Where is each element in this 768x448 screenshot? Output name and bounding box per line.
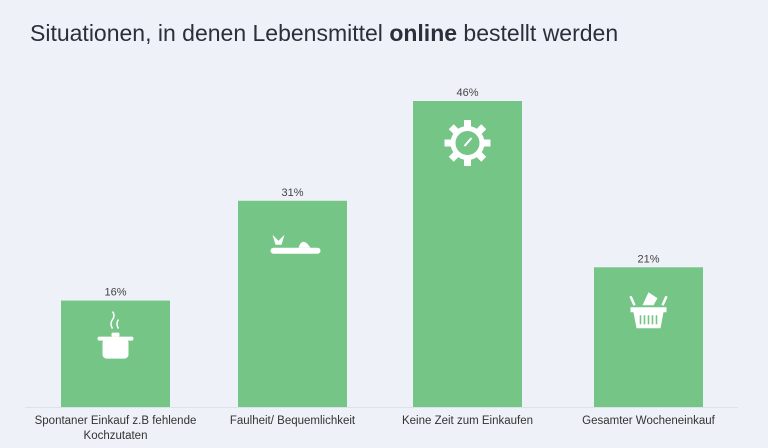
data-label-2: 31% bbox=[281, 187, 303, 199]
shopping-basket-icon bbox=[629, 292, 668, 329]
category-label-2: Faulheit/ Bequemlichkeit bbox=[230, 415, 356, 427]
gear-clock-icon bbox=[444, 120, 491, 166]
category-label-1: Kochzutaten bbox=[84, 430, 148, 442]
bar-4 bbox=[594, 267, 703, 407]
chart-title: Situationen, in denen Lebensmittel onlin… bbox=[30, 20, 618, 47]
data-label-1: 16% bbox=[104, 287, 126, 299]
title-prefix: Situationen, in denen Lebensmittel bbox=[30, 20, 390, 46]
category-label-4: Gesamter Wocheneinkauf bbox=[582, 415, 716, 427]
sandal-icon bbox=[270, 234, 321, 254]
cooking-pot-icon bbox=[97, 311, 134, 359]
category-label-1: Spontaner Einkauf z.B fehlende bbox=[35, 415, 197, 427]
category-label-3: Keine Zeit zum Einkaufen bbox=[402, 415, 533, 427]
title-bold: online bbox=[389, 20, 458, 46]
data-label-3: 46% bbox=[456, 87, 478, 99]
data-label-4: 21% bbox=[637, 253, 659, 265]
bar-2 bbox=[238, 200, 347, 407]
title-suffix: bestellt werden bbox=[457, 20, 619, 46]
